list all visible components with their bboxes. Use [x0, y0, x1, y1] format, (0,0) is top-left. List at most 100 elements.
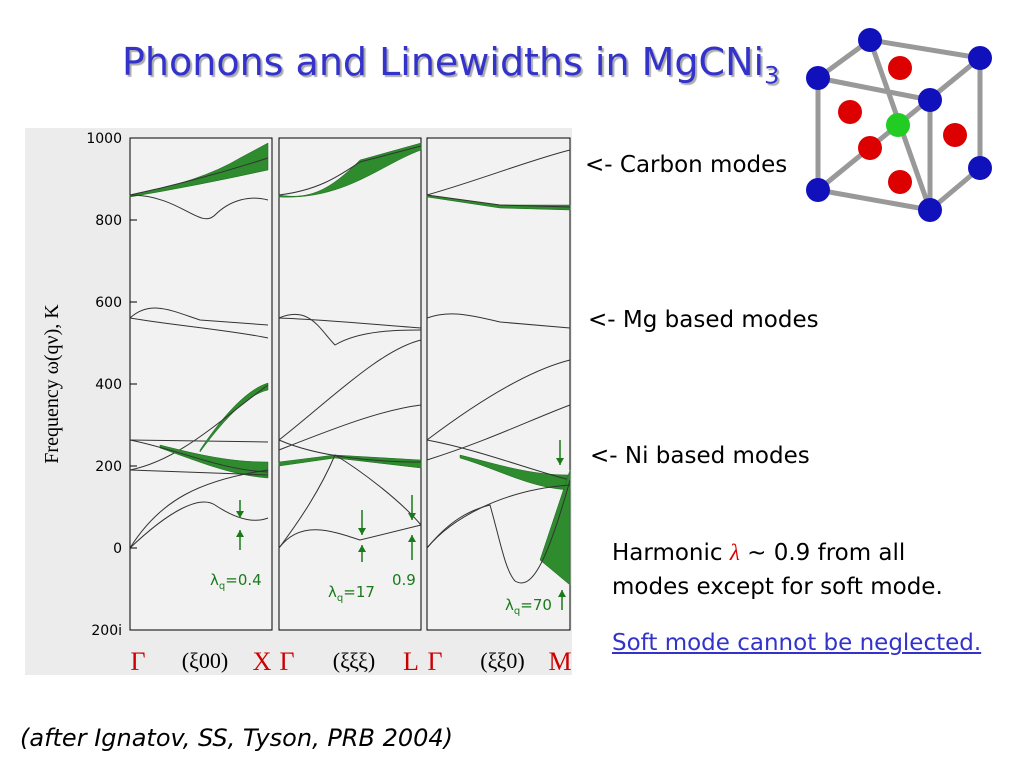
nickel-atom — [888, 170, 912, 194]
title-text: Phonons and Linewidths in MgCNi — [122, 40, 765, 84]
lambda-subscript: q — [514, 606, 520, 617]
panel-start: Γ — [130, 647, 145, 676]
bond — [869, 37, 981, 61]
panel-frame — [278, 137, 422, 631]
lambda-symbol: λ — [729, 540, 740, 565]
bond — [817, 75, 931, 103]
y-tick-label: 200i — [91, 623, 122, 639]
note-line: modes except for soft mode. — [612, 574, 943, 600]
lambda-symbol: λ — [328, 583, 337, 601]
y-tick-label: 400 — [95, 377, 122, 393]
y-tick-label: 200 — [95, 459, 122, 475]
notes: Harmonic λ ~ 0.9 from all modes except f… — [612, 536, 981, 660]
curve — [129, 384, 269, 471]
arrow-head — [358, 528, 366, 535]
curve — [129, 317, 269, 339]
curve — [426, 194, 571, 208]
y-tick-label: 800 — [95, 213, 122, 229]
panel-frame — [129, 137, 273, 631]
curve — [426, 404, 571, 461]
panel-start: Γ — [427, 647, 442, 676]
annotation: <- Mg based modes — [588, 307, 819, 333]
linewidth-band — [278, 142, 422, 198]
lambda-value: =70 — [520, 596, 552, 614]
note-line: Harmonic λ ~ 0.9 from all — [612, 536, 981, 570]
crystal-structure — [806, 28, 992, 222]
magnesium-atom — [918, 88, 942, 112]
curve — [426, 484, 571, 549]
bond — [817, 187, 931, 213]
curve — [278, 439, 422, 463]
y-tick-label: 1000 — [86, 131, 122, 147]
lambda-label: 0.9 — [392, 571, 416, 589]
note-link: Soft mode cannot be neglected. — [612, 630, 982, 656]
lambda-symbol: λ — [505, 596, 514, 614]
magnesium-atom — [806, 66, 830, 90]
curve — [278, 317, 422, 329]
panel-end: M — [548, 647, 571, 676]
note-text: Harmonic — [612, 540, 723, 566]
curve — [129, 501, 269, 549]
lambda-subscript: q — [337, 593, 343, 604]
lambda-label: λq=17 — [328, 583, 375, 604]
arrow-head — [236, 511, 244, 518]
panel-direction: (ξξ0) — [480, 648, 524, 673]
curve — [278, 454, 422, 549]
nickel-atom — [858, 136, 882, 160]
arrow-head — [408, 535, 416, 542]
nickel-atom — [838, 100, 862, 124]
annotation: <- Carbon modes — [585, 152, 788, 178]
curve — [426, 359, 571, 441]
magnesium-atom — [858, 28, 882, 52]
note-text: ~ 0.9 from all — [747, 540, 906, 566]
arrow-head — [408, 513, 416, 520]
citation: (after Ignatov, SS, Tyson, PRB 2004) — [20, 724, 454, 752]
curve — [129, 439, 269, 473]
curve — [129, 439, 269, 443]
title-subscript: 3 — [764, 61, 780, 90]
magnesium-atom — [968, 156, 992, 180]
curve — [129, 157, 269, 196]
panel-direction: (ξ00) — [182, 648, 228, 673]
panel-end: X — [253, 647, 272, 676]
panel-end: L — [403, 647, 419, 676]
curve — [129, 307, 269, 326]
curve — [129, 469, 269, 549]
y-axis-label: Frequency ω(qν), K — [41, 304, 63, 464]
panel-direction: (ξξξ) — [333, 648, 375, 673]
soft-mode-band — [539, 469, 571, 586]
lambda-label: λq=70 — [505, 596, 552, 617]
curve — [278, 339, 422, 441]
lambda-symbol: λ — [210, 571, 219, 589]
arrow-head — [558, 590, 566, 597]
arrow-head — [556, 458, 564, 465]
curve — [426, 149, 571, 196]
nickel-atom — [943, 123, 967, 147]
curve — [278, 313, 422, 346]
magnesium-atom — [968, 46, 992, 70]
lambda-label: λq=0.4 — [210, 571, 262, 592]
curve — [278, 145, 422, 196]
curve — [278, 524, 422, 549]
lambda-value: =17 — [343, 583, 375, 601]
lambda-value: =0.4 — [225, 571, 261, 589]
arrow-head — [358, 545, 366, 552]
y-tick-label: 600 — [95, 295, 122, 311]
curve — [129, 194, 269, 220]
annotation: <- Ni based modes — [590, 443, 810, 469]
y-tick-label: 0 — [113, 541, 122, 557]
lambda-subscript: q — [219, 581, 225, 592]
curve — [278, 404, 422, 451]
curve — [426, 313, 571, 329]
magnesium-atom — [918, 198, 942, 222]
curve — [426, 479, 571, 584]
panel-start: Γ — [279, 647, 294, 676]
curve — [426, 439, 571, 481]
dispersion-curves — [129, 142, 571, 586]
arrow-head — [236, 530, 244, 537]
slide-title: Phonons and Linewidths in MgCNi3 — [122, 40, 779, 90]
linewidth-band — [159, 444, 269, 479]
nickel-atom — [888, 56, 912, 80]
